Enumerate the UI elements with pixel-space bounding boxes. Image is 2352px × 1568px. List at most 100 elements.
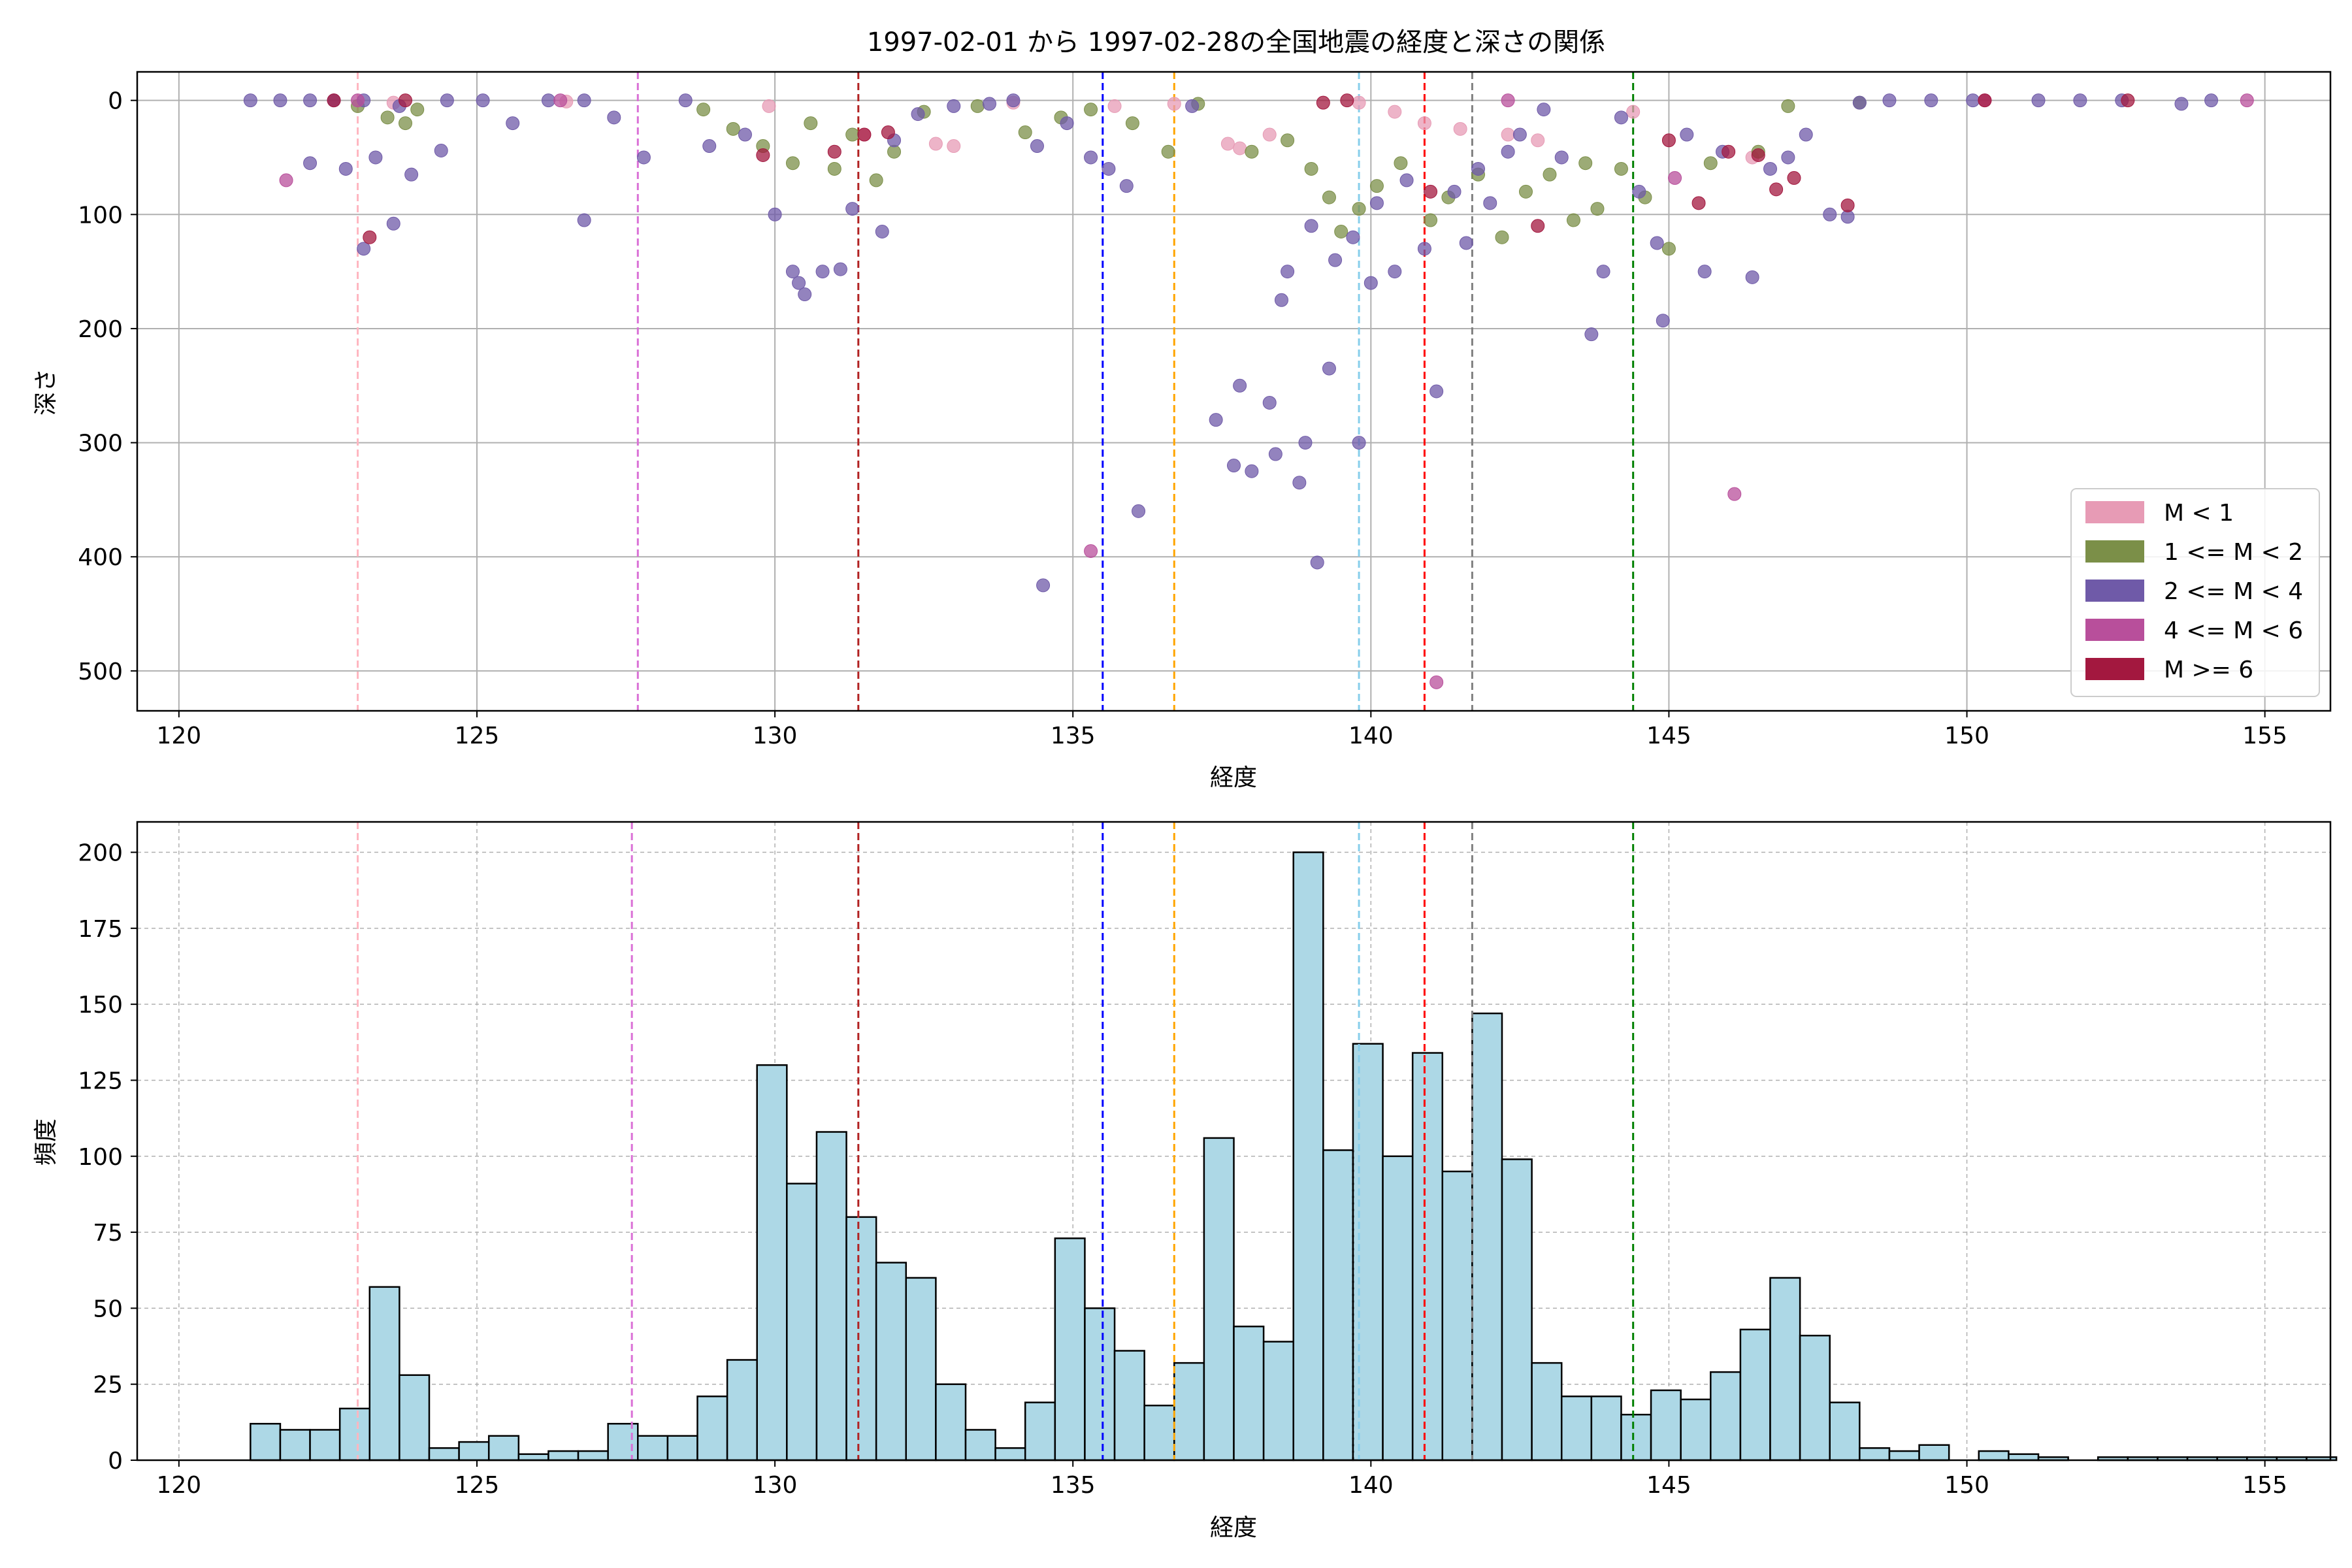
scatter-point [756, 148, 770, 162]
histogram-bar [1560, 1396, 1593, 1462]
scatter-x-label: 経度 [1210, 764, 1257, 791]
histogram-bar [1739, 1328, 1771, 1462]
histogram-bar [1710, 1371, 1742, 1462]
scatter-point [1978, 93, 1992, 108]
scatter-point [702, 139, 717, 154]
x-tick-label: 140 [1348, 1472, 1394, 1499]
x-tick-label: 150 [1944, 1472, 1989, 1499]
scatter-point [768, 207, 782, 221]
histogram-bar [1233, 1326, 1265, 1462]
histogram-bar [935, 1383, 967, 1462]
scatter-point [1471, 161, 1486, 176]
scatter-point [1084, 150, 1098, 165]
scatter-point [434, 144, 448, 158]
scatter-point [1697, 265, 1712, 279]
scatter-frame [136, 71, 2332, 712]
y-tick-label: 75 [93, 1220, 123, 1247]
scatter-point [1512, 127, 1527, 142]
scatter-point [1745, 270, 1759, 284]
y-tick-label: 25 [93, 1372, 123, 1399]
scatter-point [404, 167, 419, 182]
scatter-point [1632, 184, 1646, 199]
scatter-point [1763, 161, 1778, 176]
histogram-bar [607, 1422, 639, 1462]
scatter-point [1680, 127, 1694, 142]
scatter-point [1346, 230, 1360, 244]
scatter-point [1626, 105, 1641, 119]
scatter-point [762, 99, 776, 113]
histogram-bar [1441, 1170, 1473, 1462]
scatter-point [1352, 95, 1366, 110]
scatter-point [386, 216, 400, 231]
histogram-bar [547, 1450, 580, 1462]
x-tick-label: 155 [2242, 1472, 2287, 1499]
scatter-point [1703, 156, 1718, 171]
scatter-point [1614, 110, 1628, 125]
scatter-point [875, 225, 889, 238]
legend-swatch [2085, 619, 2144, 641]
scatter-point [1281, 265, 1295, 279]
scatter-point [1167, 97, 1181, 111]
histogram-bar [964, 1429, 996, 1462]
scatter-point [1596, 265, 1610, 279]
scatter-point [399, 116, 413, 131]
scatter-point [1781, 99, 1795, 113]
legend-label: 4 <= M < 6 [2164, 617, 2303, 644]
scatter-point [303, 93, 318, 108]
histogram-y-label: 頻度 [33, 1119, 59, 1166]
histogram-bar [1650, 1389, 1682, 1462]
histogram-bar [666, 1435, 698, 1462]
scatter-point [1531, 133, 1545, 148]
scatter-point [1369, 196, 1384, 210]
scatter-point [1316, 95, 1330, 110]
x-tick-label: 135 [1051, 1472, 1096, 1499]
scatter-point [1966, 93, 1980, 108]
histogram-bar [1143, 1405, 1175, 1462]
histogram-bar [875, 1262, 907, 1462]
scatter-point [1018, 125, 1032, 140]
scatter-point [1840, 198, 1855, 212]
scatter-point [1084, 103, 1098, 117]
scatter-point [1852, 95, 1867, 110]
scatter-point [1060, 116, 1074, 131]
scatter-point [1769, 182, 1784, 197]
histogram-bar [1322, 1149, 1354, 1462]
histogram-bar [1411, 1052, 1444, 1462]
scatter-point [815, 265, 830, 279]
scatter-point [785, 265, 800, 279]
histogram-bar [1799, 1335, 1831, 1462]
histogram-bar [1769, 1277, 1801, 1462]
scatter-point [2174, 97, 2189, 111]
scatter-point [1417, 242, 1431, 256]
figure-title: 1997-02-01 から 1997-02-28の全国地震の経度と深さの関係 [867, 27, 1605, 57]
scatter-point [1036, 578, 1051, 593]
scatter-point [1006, 93, 1021, 108]
histogram-bar [1680, 1398, 1712, 1462]
scatter-point [1340, 93, 1354, 108]
scatter-point [1691, 196, 1706, 210]
histogram-panel: 120 125 130 135 140 145 150 155 0 25 50 75 100 125 15… [33, 821, 2338, 1541]
y-tick-label: 0 [108, 88, 123, 115]
legend-label: M < 1 [2164, 500, 2234, 527]
scatter-point [1459, 236, 1473, 250]
scatter-point [1590, 202, 1605, 216]
scatter-point [2073, 93, 2087, 108]
scatter-point [1661, 133, 1676, 148]
scatter-point [1722, 144, 1736, 159]
scatter-point [947, 99, 961, 113]
legend-swatch [2085, 501, 2144, 523]
x-tick-label: 155 [2242, 723, 2287, 749]
scatter-point [1656, 314, 1670, 328]
scatter-point [1281, 133, 1295, 148]
histogram-bar [487, 1435, 520, 1462]
scatter-point [1584, 327, 1599, 342]
scatter-point [1787, 171, 1801, 185]
histogram-bar [517, 1453, 549, 1462]
scatter-point [351, 93, 365, 108]
scatter-point [1310, 555, 1324, 570]
x-tick-label: 125 [455, 723, 500, 749]
histogram-y-ticks: 0 25 50 75 100 125 150 175 200 [78, 840, 137, 1475]
x-tick-label: 145 [1646, 723, 1691, 749]
scatter-point [804, 116, 818, 131]
histogram-bar [1829, 1401, 1861, 1462]
